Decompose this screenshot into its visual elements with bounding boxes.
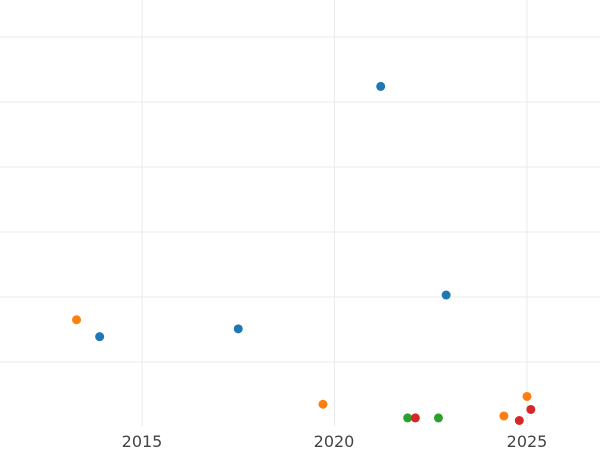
scatter-point: [522, 391, 532, 401]
scatter-point: [376, 81, 386, 91]
x-tick-label: 2015: [122, 432, 163, 450]
scatter-point: [318, 399, 328, 409]
scatter-point: [72, 315, 82, 325]
scatter-point: [410, 413, 420, 423]
scatter-point: [441, 290, 451, 300]
scatter-point: [233, 324, 243, 334]
scatter-point: [433, 413, 443, 423]
x-tick-label: 2020: [314, 432, 355, 450]
x-axis-tick-labels: 2015 2020 2025: [122, 432, 548, 450]
scatter-point: [403, 413, 413, 423]
data-points: [72, 81, 536, 425]
x-tick-label: 2025: [507, 432, 548, 450]
scatter-point: [526, 404, 536, 414]
scatter-point: [95, 332, 105, 342]
scatter-point: [514, 416, 524, 425]
scatter-point: [499, 411, 509, 421]
grid-lines: [0, 0, 600, 426]
